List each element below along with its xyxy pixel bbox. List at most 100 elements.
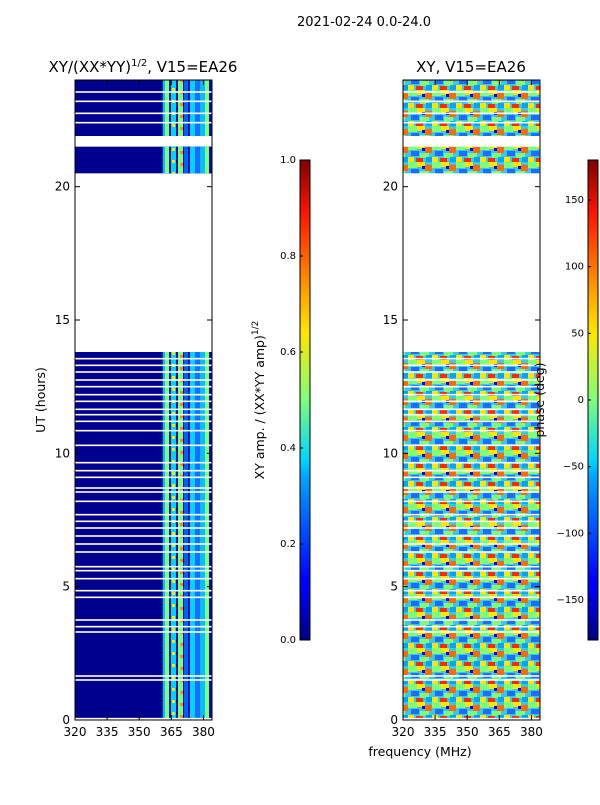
flagged-gap — [403, 461, 540, 464]
flagged-gap — [75, 619, 212, 621]
flagged-gap — [75, 429, 212, 432]
flagged-gap — [403, 444, 540, 447]
flagged-gap — [75, 569, 212, 572]
flagged-gap — [403, 717, 540, 720]
flagged-gap — [403, 520, 540, 523]
shared-xlabel: frequency (MHz) — [368, 744, 471, 759]
x-tick-label: 350 — [456, 725, 479, 739]
flagged-gap — [75, 675, 212, 677]
amplitude-ylabel: UT (hours) — [33, 367, 48, 433]
flagged-gap — [75, 444, 212, 447]
flagged-gap — [75, 491, 212, 493]
flagged-gap — [75, 476, 212, 479]
flagged-gap — [75, 400, 212, 403]
flagged-gap — [403, 491, 540, 493]
flagged-gap — [403, 589, 540, 592]
flagged-gap — [403, 100, 540, 103]
amplitude-colorbar-label: XY amp. / (XX*YY amp)1/2 — [251, 321, 267, 480]
flagged-gap — [75, 487, 212, 489]
flagged-gap — [75, 565, 212, 568]
flagged-gap — [75, 543, 212, 545]
x-tick-label: 380 — [520, 725, 543, 739]
x-tick-label: 335 — [424, 725, 447, 739]
flagged-gap — [75, 717, 212, 720]
flagged-gap — [403, 112, 540, 115]
flagged-gap — [403, 513, 540, 516]
phase-ticks: 320 335 350 365 380 0 5 10 15 20 — [383, 80, 543, 739]
flagged-gap — [403, 476, 540, 479]
flagged-gap — [75, 596, 212, 599]
flagged-gap — [403, 371, 540, 373]
amplitude-colorbar-gradient — [299, 159, 311, 641]
colorbar-tick-label: 0.8 — [280, 251, 296, 262]
x-tick-label: 320 — [64, 725, 87, 739]
phase-colorbar-ticks: −150 −100 −50 0 50 100 150 — [557, 195, 591, 606]
colorbar-tick-label: 0 — [578, 395, 584, 406]
colorbar-tick-label: 1.0 — [280, 155, 296, 166]
y-tick-label: 15 — [55, 313, 70, 327]
flagged-gap — [75, 91, 212, 93]
y-tick-label: 15 — [383, 313, 398, 327]
flagged-gap — [75, 112, 212, 115]
data-band — [403, 80, 540, 136]
flagged-gap — [403, 487, 540, 489]
flagged-gap — [75, 535, 212, 537]
flagged-gap — [75, 364, 212, 367]
flagged-gap — [403, 413, 540, 416]
y-tick-label: 20 — [383, 180, 398, 194]
amplitude-ticks: 320 335 350 365 380 0 5 10 15 20 — [55, 80, 215, 739]
flagged-gap — [403, 679, 540, 681]
flagged-gap — [403, 420, 540, 423]
flagged-gap — [75, 357, 212, 360]
flagged-gap — [403, 596, 540, 599]
colorbar-tick-label: 0.6 — [280, 347, 296, 358]
amplitude-heatmap — [75, 80, 212, 720]
flagged-gap — [75, 420, 212, 423]
flagged-gap — [403, 469, 540, 472]
flagged-gap — [75, 551, 212, 553]
flagged-gap — [403, 379, 540, 381]
flagged-gap — [75, 513, 212, 516]
phase-axes-frame — [402, 79, 541, 721]
flagged-gap — [403, 535, 540, 537]
flagged-gap — [403, 551, 540, 553]
y-tick-label: 0 — [62, 713, 70, 727]
x-tick-label: 350 — [128, 725, 151, 739]
flagged-gap — [403, 500, 540, 503]
flagged-gap — [403, 569, 540, 572]
flagged-gap — [403, 364, 540, 367]
y-tick-label: 0 — [390, 713, 398, 727]
colorbar-tick-label: −50 — [563, 462, 584, 473]
flagged-gap — [75, 379, 212, 381]
flagged-gap — [403, 357, 540, 360]
flagged-gap — [403, 400, 540, 403]
flagged-gap — [403, 385, 540, 388]
amplitude-colorbar: 0.0 0.2 0.4 0.6 0.8 1.0 XY amp. / (XX*YY amp)… — [251, 155, 311, 646]
flagged-gap — [75, 469, 212, 472]
flagged-gap — [75, 527, 212, 529]
panel-amplitude-title: XY/(XX*YY)1/2, V15=EA26 — [49, 58, 238, 76]
x-tick-label: 320 — [392, 725, 415, 739]
flagged-gap — [75, 589, 212, 592]
panel-amplitude: XY/(XX*YY)1/2, V15=EA26 320 335 350 365 380 0… — [33, 58, 237, 739]
flagged-gap — [403, 675, 540, 677]
colorbar-tick-label: −150 — [557, 595, 584, 606]
colorbar-tick-label: 150 — [565, 195, 584, 206]
x-tick-label: 335 — [96, 725, 119, 739]
amplitude-colorbar-ticks: 0.0 0.2 0.4 0.6 0.8 1.0 — [280, 155, 303, 646]
flagged-gap — [75, 461, 212, 464]
y-tick-label: 5 — [390, 580, 398, 594]
flagged-gap — [403, 619, 540, 621]
x-tick-label: 380 — [192, 725, 215, 739]
flagged-gap — [75, 121, 212, 124]
flagged-gap — [403, 565, 540, 568]
colorbar-tick-label: 100 — [565, 262, 584, 273]
y-tick-label: 5 — [62, 580, 70, 594]
flagged-gap — [75, 408, 212, 411]
flagged-gap — [403, 408, 540, 411]
data-band — [403, 146, 540, 174]
colorbar-tick-label: 50 — [571, 328, 584, 339]
flagged-gap — [403, 121, 540, 124]
flagged-gap — [75, 371, 212, 373]
